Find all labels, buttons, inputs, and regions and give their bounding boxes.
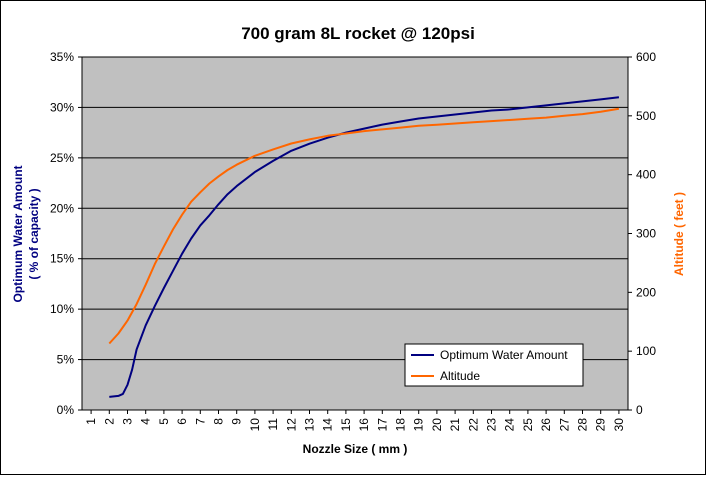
x-tick-label: 5 — [157, 418, 171, 425]
x-axis-title: Nozzle Size ( mm ) — [303, 442, 408, 456]
legend-box — [404, 343, 584, 387]
x-tick-label: 22 — [466, 418, 480, 432]
x-tick-label: 3 — [121, 418, 135, 425]
legend: Optimum Water Amount Altitude — [404, 343, 584, 387]
y-right-tick-label: 400 — [636, 168, 656, 182]
y-left-tick-label: 30% — [50, 100, 74, 114]
x-tick-label: 2 — [102, 418, 116, 425]
x-tick-label: 24 — [503, 418, 517, 432]
x-tick-label: 23 — [485, 418, 499, 432]
series-layer — [108, 96, 620, 398]
y-right-tick-label: 100 — [636, 344, 656, 358]
y-left-tick-label: 10% — [50, 302, 74, 316]
y-axis-left-title-line2: ( % of capacity ) — [27, 188, 41, 279]
x-tick-label: 28 — [576, 418, 590, 432]
x-tick-label: 4 — [139, 418, 153, 425]
chart-title: 700 gram 8L rocket @ 120psi — [241, 24, 475, 43]
y-left-tick-label: 5% — [57, 353, 75, 367]
series-line-optimum-water — [109, 96, 620, 398]
y-left-tick-labels: 0% 5% 10% 15% 20% 25% 30% 35% — [50, 50, 82, 417]
y-left-tick-label: 0% — [57, 403, 75, 417]
legend-label-water: Optimum Water Amount — [440, 348, 568, 362]
y-left-tick-label: 15% — [50, 252, 74, 266]
y-left-tick-label: 25% — [50, 151, 74, 165]
x-tick-label: 9 — [230, 418, 244, 425]
legend-label-altitude: Altitude — [440, 369, 480, 383]
x-tick-label: 7 — [193, 418, 207, 425]
x-tick-label: 30 — [612, 418, 626, 432]
x-tick-label: 14 — [321, 418, 335, 432]
y-right-tick-label: 500 — [636, 109, 656, 123]
x-tick-label: 25 — [521, 418, 535, 432]
y-right-tick-label: 600 — [636, 50, 656, 64]
x-tick-label: 6 — [175, 418, 189, 425]
x-tick-label: 19 — [412, 418, 426, 432]
x-tick-label: 26 — [539, 418, 553, 432]
x-tick-label: 11 — [266, 418, 280, 431]
x-tick-labels: 1 2 3 4 5 6 7 8 9 10 11 12 13 14 15 16 17 18 19 20 21 22 23 24 2… — [84, 410, 626, 431]
y-right-tick-label: 200 — [636, 285, 656, 299]
y-axis-right-title: Altitude ( feet ) — [672, 192, 686, 276]
series-line-altitude — [108, 107, 620, 345]
y-right-tick-labels: 0 100 200 300 400 500 600 — [628, 50, 656, 417]
y-right-tick-label: 300 — [636, 227, 656, 241]
x-tick-label: 8 — [212, 418, 226, 425]
x-tick-label: 17 — [375, 418, 389, 432]
x-tick-label: 12 — [284, 418, 298, 432]
x-tick-label: 16 — [357, 418, 371, 432]
x-tick-label: 13 — [303, 418, 317, 432]
y-right-tick-label: 0 — [636, 403, 643, 417]
x-tick-label: 27 — [557, 418, 571, 432]
x-tick-label: 15 — [339, 418, 353, 432]
y-left-tick-label: 20% — [50, 201, 74, 215]
x-tick-label: 18 — [394, 418, 408, 432]
x-tick-label: 21 — [448, 418, 462, 432]
y-axis-left-title-line1: Optimum Water Amount — [11, 165, 25, 302]
x-tick-label: 1 — [84, 418, 98, 425]
x-tick-label: 20 — [430, 418, 444, 432]
x-tick-label: 10 — [248, 418, 262, 432]
y-left-tick-label: 35% — [50, 50, 74, 64]
x-tick-label: 29 — [594, 418, 608, 432]
